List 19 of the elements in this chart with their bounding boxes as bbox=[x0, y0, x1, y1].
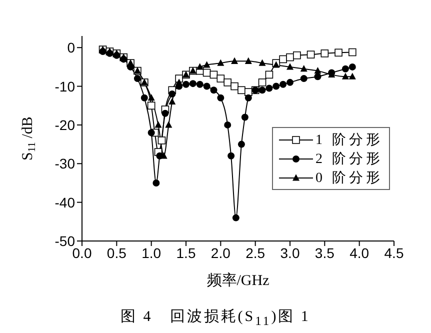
legend-label: 1 阶分形 bbox=[316, 132, 383, 148]
legend-label: 0 阶分形 bbox=[316, 170, 383, 186]
x-axis-title: 频率/GHz bbox=[206, 272, 270, 289]
y-tick-label: -40 bbox=[54, 194, 76, 210]
legend-label: 2 阶分形 bbox=[316, 150, 383, 168]
x-tick-label: 3.5 bbox=[314, 244, 335, 261]
x-tick-label: 2.0 bbox=[210, 244, 231, 261]
y-tick-label: 0 bbox=[67, 40, 76, 56]
y-tick-label: -10 bbox=[54, 78, 76, 94]
text: 图 4 回波损耗(S$_{11}$)图 1 bbox=[120, 308, 312, 329]
x-tick-label: 4.0 bbox=[350, 244, 370, 261]
x-tick-label: 1.5 bbox=[176, 244, 196, 261]
y-tick-label: -20 bbox=[54, 116, 76, 133]
x-tick-label: 4.5 bbox=[384, 244, 404, 261]
x-tick-label: 0.5 bbox=[106, 244, 127, 261]
x-tick-label: 2.5 bbox=[246, 244, 266, 261]
x-tick-label: 1.0 bbox=[142, 244, 162, 261]
y-tick-label: -30 bbox=[54, 156, 76, 172]
x-tick-label: 3.0 bbox=[280, 244, 300, 261]
